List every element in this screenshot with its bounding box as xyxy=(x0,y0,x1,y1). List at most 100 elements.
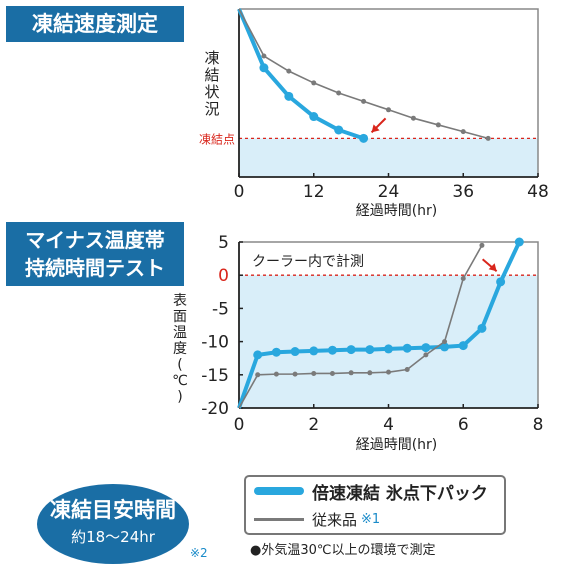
chart2-point-blue xyxy=(421,343,431,353)
chart2-series-blue-line xyxy=(237,241,522,409)
chart1-point-blue xyxy=(309,112,319,122)
legend: 倍速凍結 氷点下パック 従来品 ※1 xyxy=(244,475,506,535)
chart2-frame xyxy=(239,241,539,408)
chart1-point-gray xyxy=(311,80,317,86)
chart2-y-tick-label: -15 xyxy=(201,366,229,386)
chart1-point-gray xyxy=(261,53,267,59)
note-mark-2: ※2 xyxy=(190,546,208,560)
chart2-point-gray xyxy=(386,369,391,375)
chart2-x-axis-label: 経過時間(hr) xyxy=(356,437,438,453)
chart2-below-zero-zone xyxy=(239,275,538,408)
chart2-x-tick-label: 4 xyxy=(383,415,394,435)
chart1-x-tick-label: 36 xyxy=(452,182,474,202)
chart2-point-blue xyxy=(365,345,375,355)
chart2-point-blue xyxy=(290,347,300,357)
chart1-series-gray-line xyxy=(238,8,489,140)
chart1-x-tick-label: 24 xyxy=(378,182,400,202)
chart1-point-gray xyxy=(435,122,441,128)
chart2-point-blue xyxy=(346,345,356,355)
chart1-x-axis-label: 経過時間(hr) xyxy=(356,203,438,219)
chart1-point-gray xyxy=(460,129,466,135)
chart2-point-gray xyxy=(348,370,354,376)
chart2-y-axis-label: ℃ xyxy=(172,373,188,389)
chart2-point-blue xyxy=(496,277,506,287)
chart1-series-blue-line xyxy=(237,8,365,141)
chart2-point-gray xyxy=(273,371,279,377)
chart2-y-axis-label: 表 xyxy=(173,293,187,309)
chart2-x-tick-label: 8 xyxy=(533,415,544,435)
chart1-frame xyxy=(239,8,539,177)
chart1-y-axis-label: 況 xyxy=(204,100,219,118)
section2-title: マイナス温度帯 持続時間テスト xyxy=(6,222,184,286)
chart2-point-gray xyxy=(423,352,429,358)
chart2-point-blue xyxy=(309,346,319,356)
chart1-y-axis-label: 状 xyxy=(204,83,219,101)
chart2-point-blue xyxy=(384,344,393,354)
chart2-x-tick-label: 2 xyxy=(308,415,319,435)
chart1-point-blue xyxy=(259,63,269,73)
legend-label-series2: 従来品 xyxy=(312,510,358,529)
chart2-point-blue xyxy=(327,345,337,355)
chart2-point-blue xyxy=(402,343,412,353)
chart2-point-blue xyxy=(440,342,450,352)
chart2-point-blue xyxy=(271,347,281,357)
chart1-point-gray xyxy=(286,68,292,74)
chart2-point-blue xyxy=(458,341,468,351)
chart2-y-tick-label: 0 xyxy=(218,266,229,286)
legend-label-series1: 倍速凍結 氷点下パック xyxy=(312,483,488,504)
chart1-point-blue xyxy=(284,91,294,101)
chart2-point-gray xyxy=(442,339,448,345)
chart2-y-axis-label: 面 xyxy=(173,309,187,325)
freeze-time-badge: 凍結目安時間 約18～24hr xyxy=(37,484,189,564)
section2-title-line2: 持続時間テスト xyxy=(25,256,165,280)
chart2-y-axis-label: 度 xyxy=(173,341,187,357)
legend-item-series1: 倍速凍結 氷点下パック xyxy=(254,481,488,504)
chart2-point-blue xyxy=(477,323,487,333)
section2-title-line1: マイナス温度帯 xyxy=(25,228,165,252)
chart1-x-tick-label: 12 xyxy=(303,182,325,202)
chart1-point-blue xyxy=(334,125,344,135)
chart1-point-blue xyxy=(359,133,369,143)
chart1-point-gray xyxy=(485,135,491,141)
chart1-arrow xyxy=(370,117,387,134)
chart1-arrow-head xyxy=(371,124,380,133)
chart2-annotation: クーラー内で計測 xyxy=(252,254,364,270)
chart1-y-axis-label: 凍 xyxy=(204,49,219,67)
chart2-point-blue xyxy=(514,237,524,247)
chart1-freeze-zone xyxy=(239,138,538,177)
chart2-y-axis-label: ( xyxy=(177,357,182,373)
chart2-y-tick-label: 5 xyxy=(218,233,229,253)
chart2-point-gray xyxy=(367,370,373,376)
chart2-y-axis-label: 温 xyxy=(173,325,187,341)
chart2-point-gray xyxy=(292,371,298,377)
chart1-point-gray xyxy=(336,90,342,96)
chart2-y-axis-label: ) xyxy=(177,389,182,405)
footnote: ●外気温30℃以上の環境で測定 xyxy=(250,543,436,558)
chart2-x-tick-label: 6 xyxy=(458,415,469,435)
chart2-point-gray xyxy=(255,372,261,378)
chart1-x-tick-label: 48 xyxy=(527,182,549,202)
chart1-point-gray xyxy=(410,115,416,121)
chart2-y-tick-label: -5 xyxy=(212,299,229,319)
chart2-x-tick-label: 0 xyxy=(234,415,245,435)
chart2-point-gray xyxy=(404,366,410,372)
chart1-point-gray xyxy=(361,98,367,104)
chart1-point-gray xyxy=(386,107,391,113)
chart2-point-gray xyxy=(479,242,485,248)
chart1-y-axis-label: 結 xyxy=(204,66,219,84)
chart2-y-tick-label: -10 xyxy=(201,333,229,353)
legend-note-mark: ※1 xyxy=(361,511,381,527)
chart2-arrow xyxy=(481,258,498,272)
chart2-arrow-head xyxy=(488,263,497,272)
chart2-point-gray xyxy=(311,370,317,376)
freeze-time-title: 凍結目安時間 xyxy=(50,498,176,522)
legend-swatch-blue xyxy=(254,487,304,495)
chart1-x-tick-label: 0 xyxy=(234,182,245,202)
chart2-point-gray xyxy=(460,276,466,282)
chart2-point-gray xyxy=(329,370,335,376)
chart2-series-gray-line xyxy=(238,244,483,409)
freeze-time-value: 約18～24hr xyxy=(71,528,155,546)
section1-title: 凍結速度測定 xyxy=(6,6,184,42)
legend-swatch-gray xyxy=(254,517,304,521)
chart2-y-tick-label: -20 xyxy=(201,399,229,419)
